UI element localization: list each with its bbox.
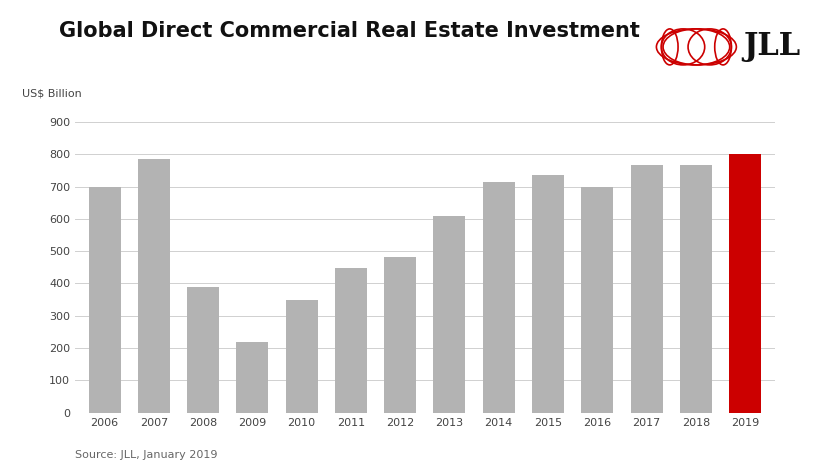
Text: Global Direct Commercial Real Estate Investment: Global Direct Commercial Real Estate Inv… [59,21,641,41]
Text: Source: JLL, January 2019: Source: JLL, January 2019 [75,450,217,460]
Bar [88,187,121,413]
Bar [729,154,761,413]
Text: JLL: JLL [743,31,801,62]
Bar [680,165,712,413]
Bar [581,187,613,413]
Bar [187,287,219,413]
Bar [532,174,564,413]
Bar [237,341,268,413]
Bar [433,216,466,413]
Bar [631,165,662,413]
Bar [335,268,367,413]
Bar [483,182,515,413]
Bar [384,257,416,413]
Bar [286,300,317,413]
Text: US$ Billion: US$ Billion [22,89,82,98]
Bar [137,159,170,413]
